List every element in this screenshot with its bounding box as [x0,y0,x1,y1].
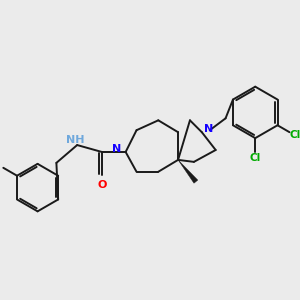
Text: N: N [112,144,122,154]
Text: O: O [97,180,106,190]
Text: Cl: Cl [250,153,261,163]
Text: N: N [204,124,213,134]
Polygon shape [178,160,198,183]
Text: NH: NH [66,135,84,145]
Text: Cl: Cl [289,130,300,140]
